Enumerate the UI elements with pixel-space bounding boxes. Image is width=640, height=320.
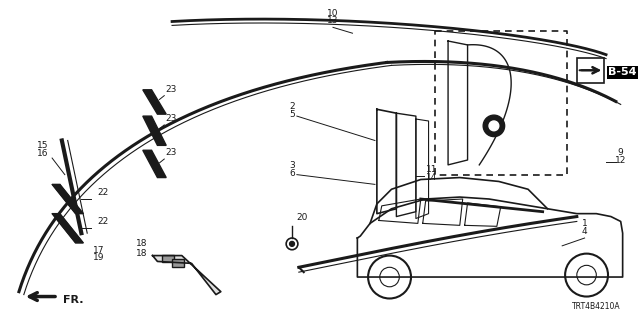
Text: 23: 23 [165,85,177,94]
Circle shape [289,241,294,246]
Polygon shape [152,256,221,295]
Text: 9: 9 [618,148,623,157]
Text: 3: 3 [289,161,295,170]
FancyBboxPatch shape [163,255,174,262]
Text: 6: 6 [289,169,295,178]
FancyBboxPatch shape [577,58,604,83]
Text: 16: 16 [36,149,48,158]
Text: 12: 12 [615,156,627,165]
Polygon shape [52,184,83,214]
Polygon shape [52,214,83,243]
Text: 2: 2 [289,102,295,111]
Text: 19: 19 [93,253,105,262]
Text: 23: 23 [165,148,177,157]
Text: 1: 1 [582,219,588,228]
Circle shape [489,121,499,131]
Text: 11: 11 [426,165,437,174]
Polygon shape [143,90,166,114]
Text: 10: 10 [327,9,339,18]
Text: B-54: B-54 [608,67,637,77]
Text: 23: 23 [165,114,177,123]
Text: 17: 17 [93,246,105,255]
Text: 22: 22 [97,217,108,226]
Polygon shape [143,150,166,178]
Polygon shape [143,116,166,145]
Text: 5: 5 [289,110,295,119]
Text: 4: 4 [582,227,588,236]
Text: 13: 13 [327,16,339,26]
Text: 18: 18 [136,239,148,248]
Text: 22: 22 [97,188,108,197]
Text: 14: 14 [426,172,437,181]
Text: 15: 15 [36,141,48,150]
Text: FR.: FR. [63,295,83,306]
Text: 20: 20 [296,213,307,222]
Text: TRT4B4210A: TRT4B4210A [572,302,621,311]
Text: 18: 18 [136,249,148,258]
Text: B-54: B-54 [608,67,637,77]
FancyBboxPatch shape [172,260,184,267]
Circle shape [483,115,504,137]
